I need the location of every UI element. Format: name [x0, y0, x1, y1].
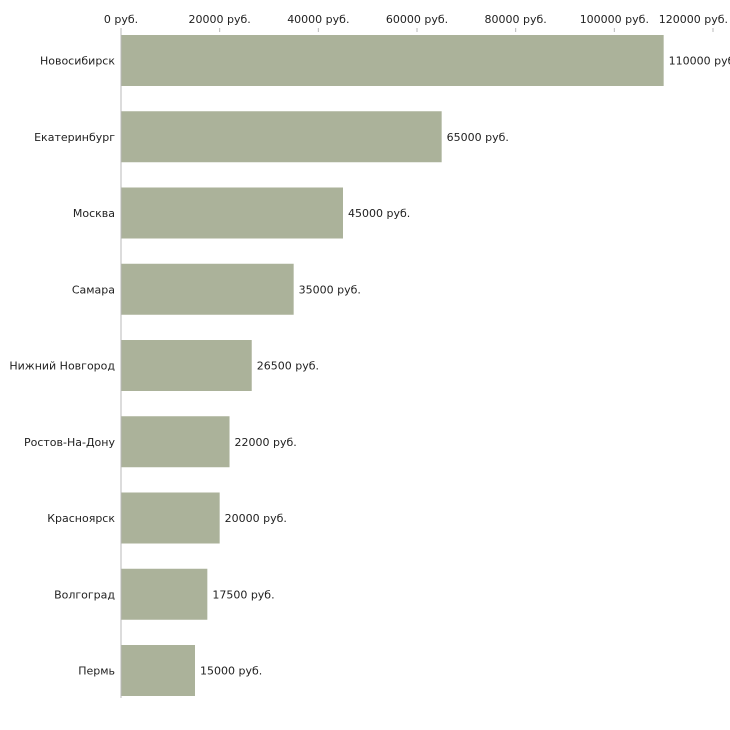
bar: [121, 645, 195, 696]
x-tick-label: 0 руб.: [104, 13, 138, 26]
value-label: 20000 руб.: [225, 512, 287, 525]
value-labels: 110000 руб. 65000 руб. 45000 руб. 35000 руб…: [200, 55, 730, 678]
bar: [121, 35, 664, 86]
bar: [121, 187, 343, 239]
value-label: 17500 руб.: [212, 588, 274, 601]
x-axis: 0 руб. 20000 руб. 40000 руб. 60000 руб. 8000…: [104, 13, 728, 32]
x-tick-label: 40000 руб.: [287, 13, 349, 26]
category-label: Самара: [72, 283, 115, 296]
bar: [121, 568, 208, 620]
category-label: Пермь: [78, 665, 115, 678]
x-tick-label: 80000 руб.: [485, 13, 547, 26]
category-label: Волгоград: [54, 588, 115, 601]
x-tick-label: 60000 руб.: [386, 13, 448, 26]
bar: [121, 263, 294, 315]
value-label: 35000 руб.: [299, 283, 361, 296]
value-label: 45000 руб.: [348, 207, 410, 220]
bar: [121, 340, 252, 391]
category-label: Москва: [73, 207, 115, 220]
x-tick-label: 20000 руб.: [189, 13, 251, 26]
category-label: Екатеринбург: [34, 131, 115, 144]
category-label: Красноярск: [47, 512, 115, 525]
value-label: 65000 руб.: [447, 131, 509, 144]
x-tick-label: 120000 руб.: [659, 13, 728, 26]
value-label: 22000 руб.: [235, 436, 297, 449]
bar: [121, 111, 442, 163]
category-labels: Новосибирск Екатеринбург Москва Самара Нижни…: [9, 55, 115, 678]
value-label: 15000 руб.: [200, 665, 262, 678]
category-label: Нижний Новгород: [9, 360, 115, 373]
bars-group: [121, 35, 664, 696]
bar: [121, 416, 230, 468]
value-label: 26500 руб.: [257, 360, 319, 373]
value-label: 110000 руб.: [669, 55, 730, 68]
category-label: Новосибирск: [40, 55, 115, 68]
category-label: Ростов-На-Дону: [24, 436, 115, 449]
x-tick-label: 100000 руб.: [580, 13, 649, 26]
bar: [121, 492, 220, 544]
